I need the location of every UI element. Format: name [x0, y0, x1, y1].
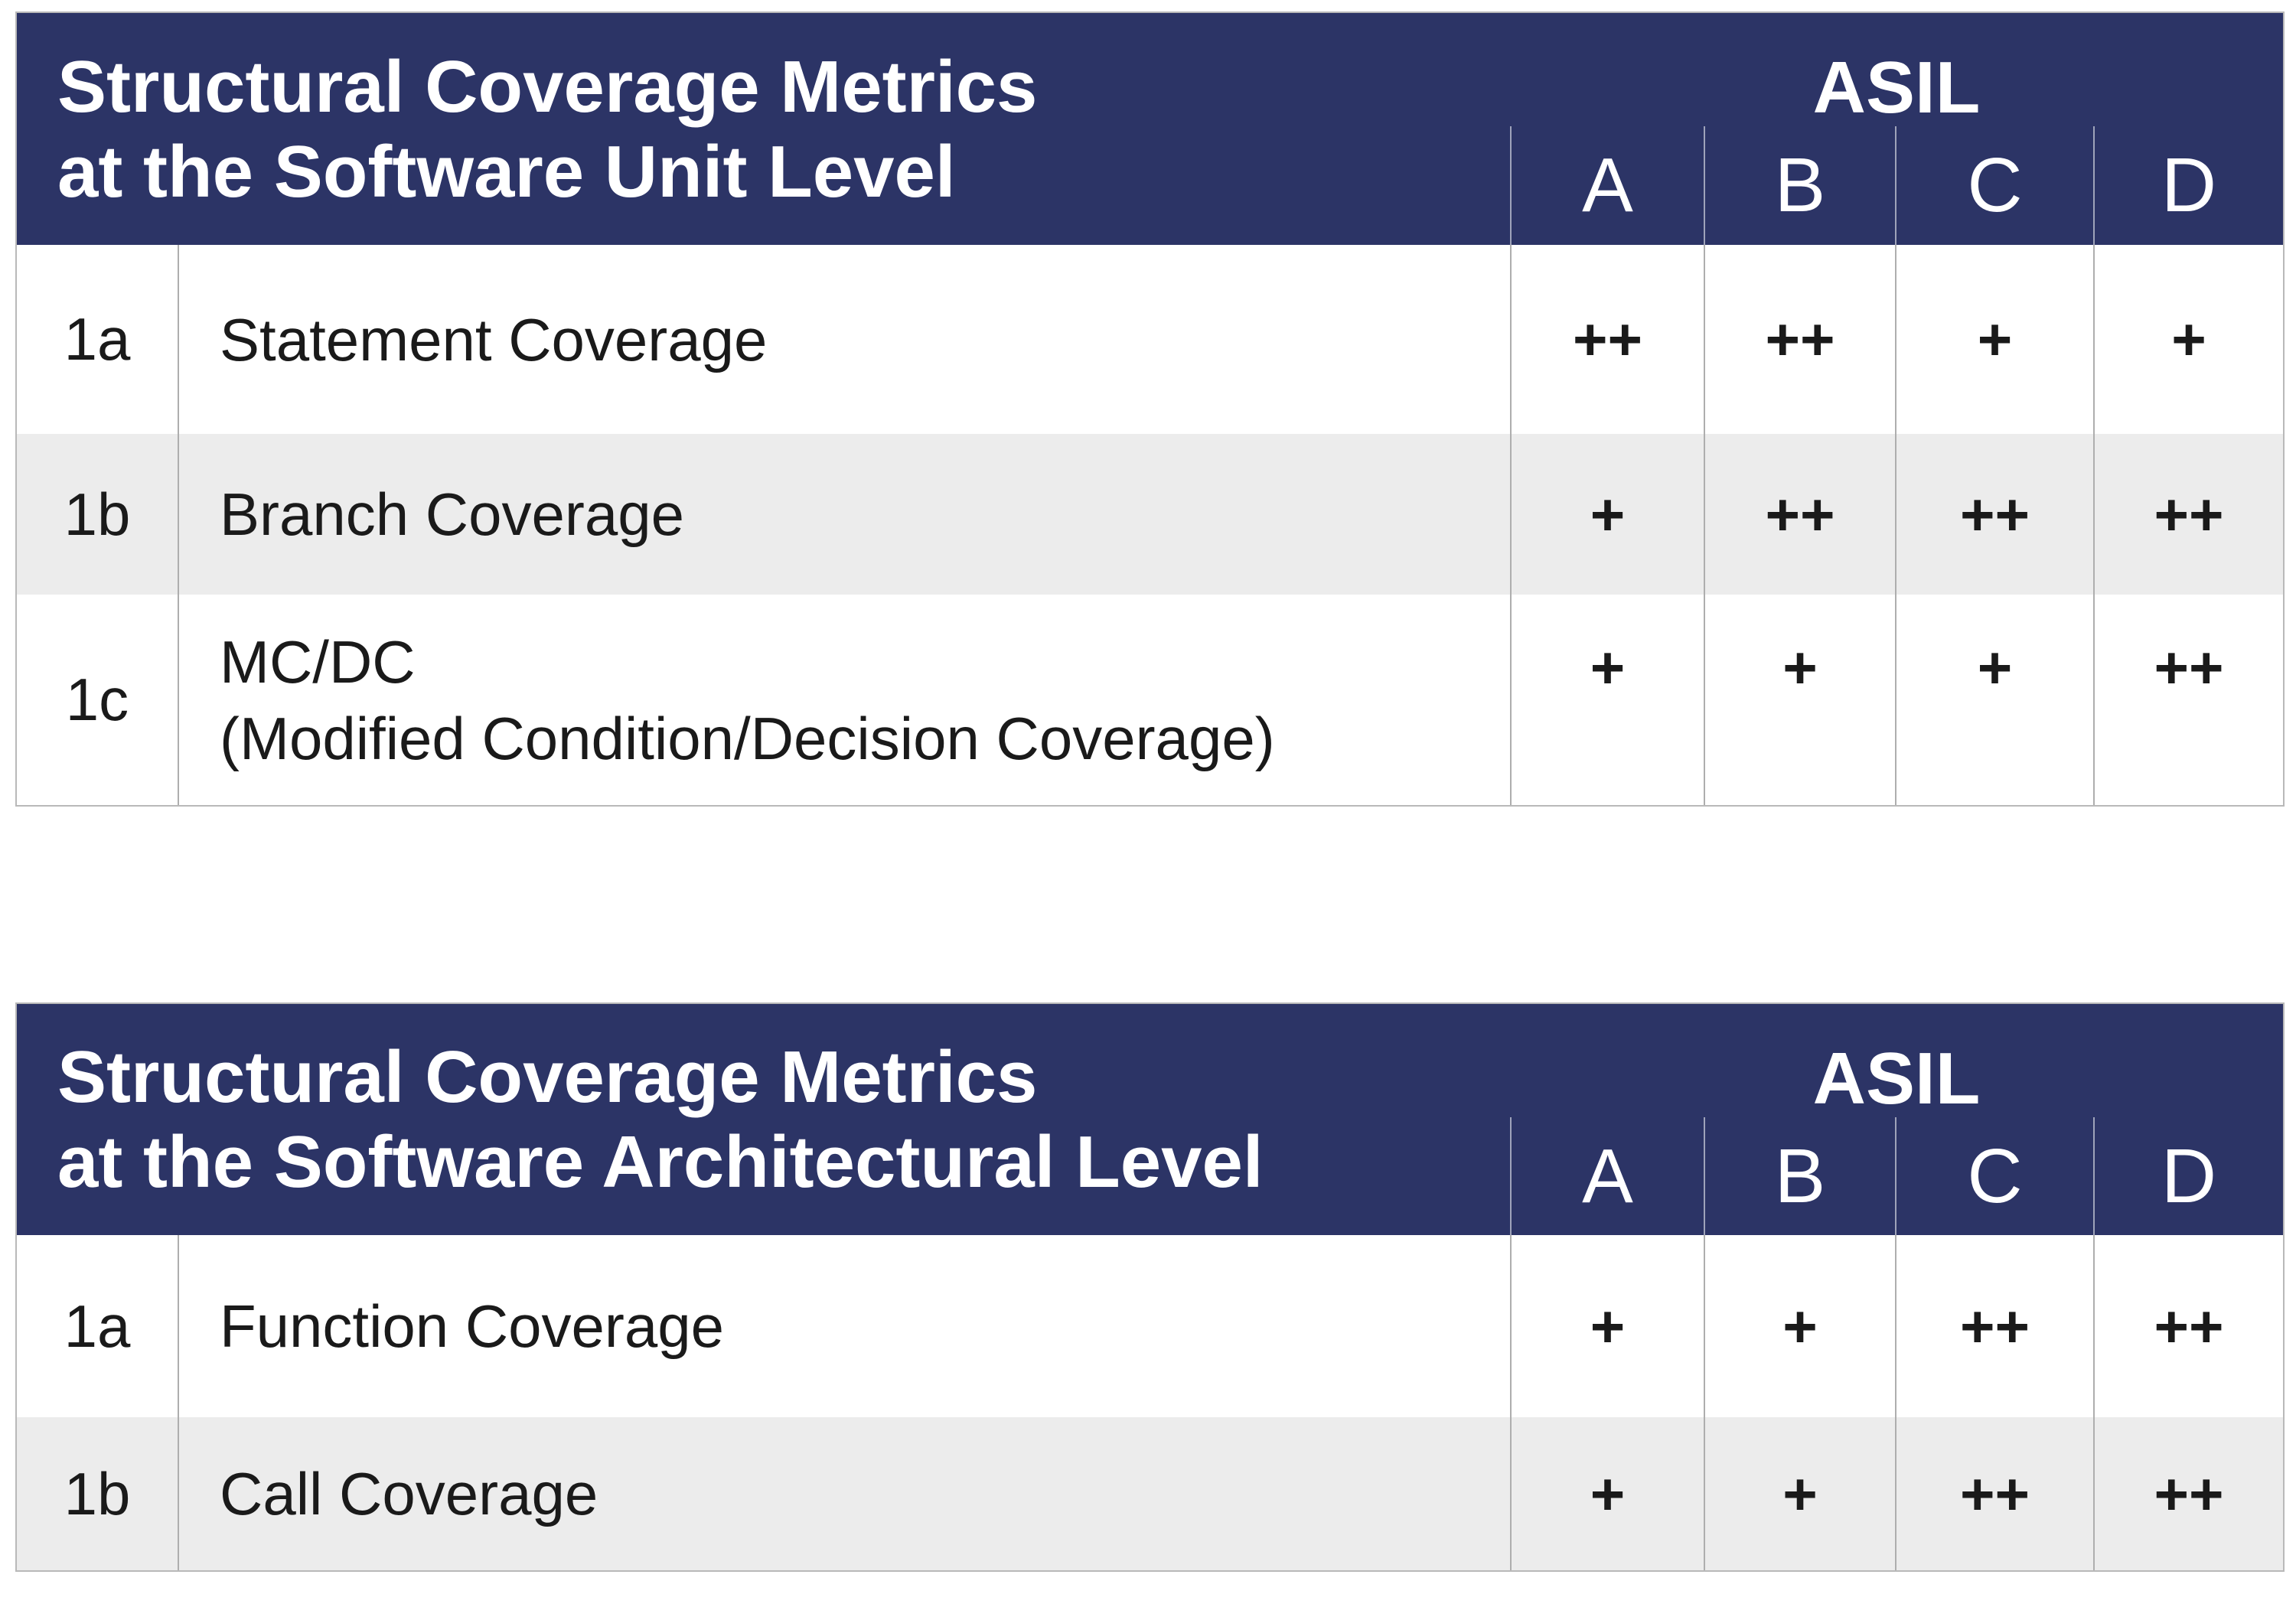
table-row-1a: 1a Function Coverage + + ++ ++ — [17, 1235, 2283, 1417]
asil-a-value: + — [1510, 595, 1704, 805]
table-row-1b: 1b Call Coverage + + ++ ++ — [17, 1417, 2283, 1570]
table-row-1a: 1a Statement Coverage ++ ++ + + — [17, 245, 2283, 434]
asil-a-value: + — [1510, 434, 1704, 595]
table-title: Structural Coverage Metrics at the Softw… — [17, 13, 1510, 245]
asil-level-d-header: D — [2093, 1117, 2283, 1235]
metric-name: Call Coverage — [178, 1417, 1510, 1570]
asil-level-b-header: B — [1704, 1117, 1895, 1235]
asil-b-value: ++ — [1704, 245, 1895, 434]
asil-level-c-header: C — [1895, 126, 2093, 245]
asil-level-d-header: D — [2093, 126, 2283, 245]
table-title-line2: at the Software Architectural Level — [57, 1121, 1264, 1203]
row-id: 1a — [64, 305, 131, 373]
asil-b-value: ++ — [1704, 434, 1895, 595]
table-header: Structural Coverage Metrics at the Softw… — [17, 13, 2283, 245]
asil-c-value: ++ — [1895, 434, 2093, 595]
row-id: 1b — [64, 480, 131, 548]
table-row-1c: 1c MC/DC (Modified Condition/Decision Co… — [17, 595, 2283, 805]
asil-d-value: ++ — [2093, 434, 2283, 595]
asil-level-a-header: A — [1510, 126, 1704, 245]
asil-a-value: ++ — [1510, 245, 1704, 434]
asil-a-value: + — [1510, 1417, 1704, 1570]
unit-level-coverage-table: Structural Coverage Metrics at the Softw… — [15, 11, 2285, 807]
asil-a-value: + — [1510, 1235, 1704, 1417]
asil-d-value: + — [2093, 245, 2283, 434]
metric-name: Function Coverage — [178, 1235, 1510, 1417]
table-row-1b: 1b Branch Coverage + ++ ++ ++ — [17, 434, 2283, 595]
asil-b-value: + — [1704, 1417, 1895, 1570]
asil-c-value: ++ — [1895, 1417, 2093, 1570]
asil-d-value: ++ — [2093, 1417, 2283, 1570]
table-title: Structural Coverage Metrics at the Softw… — [17, 1004, 1510, 1235]
asil-b-value: + — [1704, 595, 1895, 805]
asil-level-headers: A B C D — [1510, 126, 2283, 245]
asil-c-value: + — [1895, 245, 2093, 434]
architectural-level-coverage-table: Structural Coverage Metrics at the Softw… — [15, 1002, 2285, 1572]
table-header: Structural Coverage Metrics at the Softw… — [17, 1004, 2283, 1235]
asil-level-c-header: C — [1895, 1117, 2093, 1235]
asil-level-a-header: A — [1510, 1117, 1704, 1235]
table-title-line1: Structural Coverage Metrics — [57, 1036, 1038, 1118]
asil-c-value: ++ — [1895, 1235, 2093, 1417]
asil-group-label: ASIL — [1812, 1038, 1981, 1120]
asil-column-group: ASIL A B C D — [1510, 1004, 2283, 1235]
metric-name: MC/DC (Modified Condition/Decision Cover… — [178, 595, 1510, 805]
asil-d-value: ++ — [2093, 595, 2283, 805]
asil-group-label: ASIL — [1812, 47, 1981, 129]
row-id: 1c — [65, 666, 129, 733]
asil-level-b-header: B — [1704, 126, 1895, 245]
table-title-line1: Structural Coverage Metrics — [57, 45, 1038, 128]
table-title-line2: at the Software Unit Level — [57, 130, 956, 213]
row-id: 1a — [64, 1292, 131, 1360]
metric-name: Branch Coverage — [178, 434, 1510, 595]
asil-c-value: + — [1895, 595, 2093, 805]
asil-level-headers: A B C D — [1510, 1117, 2283, 1235]
asil-b-value: + — [1704, 1235, 1895, 1417]
asil-column-group: ASIL A B C D — [1510, 13, 2283, 245]
asil-d-value: ++ — [2093, 1235, 2283, 1417]
row-id: 1b — [64, 1459, 131, 1527]
metric-name: Statement Coverage — [178, 245, 1510, 434]
